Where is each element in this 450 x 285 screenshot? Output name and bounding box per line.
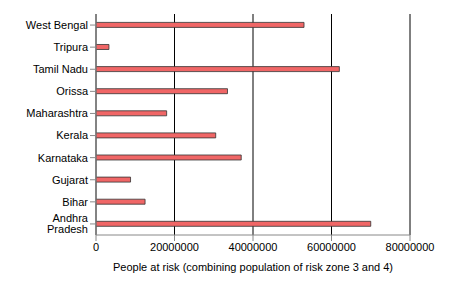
svg-text:40000000: 40000000 xyxy=(229,241,278,253)
svg-text:Orissa: Orissa xyxy=(56,85,89,97)
svg-text:0: 0 xyxy=(93,241,99,253)
svg-text:People at risk (combining popu: People at risk (combining population of … xyxy=(113,261,393,273)
svg-text:Tamil Nadu: Tamil Nadu xyxy=(33,63,88,75)
svg-text:Kerala: Kerala xyxy=(56,129,89,141)
svg-text:AndhraPradesh: AndhraPradesh xyxy=(47,212,89,235)
svg-text:Karnataka: Karnataka xyxy=(38,152,89,164)
svg-text:Maharashtra: Maharashtra xyxy=(26,107,89,119)
svg-text:Bihar: Bihar xyxy=(62,196,88,208)
svg-text:Gujarat: Gujarat xyxy=(52,174,88,186)
svg-text:80000000: 80000000 xyxy=(386,241,435,253)
svg-text:West Bengal: West Bengal xyxy=(26,19,88,31)
svg-text:Tripura: Tripura xyxy=(54,41,89,53)
svg-text:60000000: 60000000 xyxy=(307,241,356,253)
svg-text:20000000: 20000000 xyxy=(150,241,199,253)
